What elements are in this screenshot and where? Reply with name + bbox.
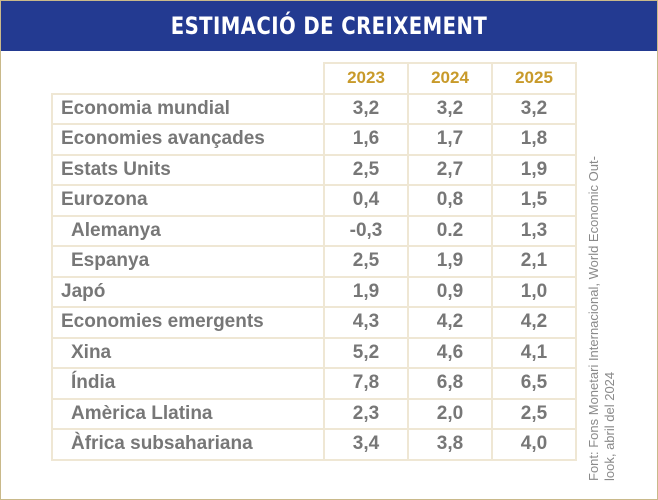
growth-value: 3,2 [407, 92, 493, 125]
table-header-row: 2023 2024 2025 [52, 62, 577, 95]
table-row: Japó 1,9 0,9 1,0 [51, 275, 577, 308]
table-row: Xina 5,2 4,6 4,1 [51, 336, 577, 369]
growth-value: -0,3 [323, 214, 409, 247]
growth-value: 5,2 [323, 336, 409, 369]
infographic-title: ESTIMACIÓ DE CREIXEMENT [170, 12, 488, 40]
growth-value: 2,3 [323, 397, 409, 430]
growth-value: 2,7 [407, 153, 493, 186]
growth-value: 1,9 [407, 245, 493, 278]
growth-value: 1,6 [323, 123, 409, 156]
table-row: Índia 7,8 6,8 6,5 [51, 367, 577, 400]
row-label: Espanya [51, 245, 325, 278]
growth-value: 3,4 [323, 428, 409, 461]
row-label: Eurozona [51, 184, 325, 217]
growth-value: 7,8 [323, 367, 409, 400]
year-header: 2023 [323, 62, 409, 95]
growth-value: 1,7 [407, 123, 493, 156]
table-row: Àfrica subsahariana 3,4 3,8 4,0 [51, 428, 577, 461]
growth-value: 2,5 [323, 245, 409, 278]
row-label: Amèrica Llatina [51, 397, 325, 430]
growth-value: 3,2 [323, 92, 409, 125]
table-row: Espanya 2,5 1,9 2,1 [51, 245, 577, 278]
growth-value: 2,1 [491, 245, 577, 278]
growth-value: 0,4 [323, 184, 409, 217]
growth-value: 4,3 [323, 306, 409, 339]
row-label: Japó [51, 275, 325, 308]
table-row: Estats Units 2,5 2,7 1,9 [51, 153, 577, 186]
row-label: Alemanya [51, 214, 325, 247]
growth-value: 1,3 [491, 214, 577, 247]
growth-value: 4,0 [491, 428, 577, 461]
year-header: 2024 [407, 62, 493, 95]
year-header: 2025 [491, 62, 577, 95]
row-label: Economies avançades [51, 123, 325, 156]
row-label: Economies emergents [51, 306, 325, 339]
growth-value: 6,8 [407, 367, 493, 400]
growth-value: 1,0 [491, 275, 577, 308]
growth-value: 3,2 [491, 92, 577, 125]
table-row: Economies emergents 4,3 4,2 4,2 [51, 306, 577, 339]
source-note: Font: Fons Monetari Internacional, World… [586, 156, 617, 481]
growth-value: 0,8 [407, 184, 493, 217]
row-label: Índia [51, 367, 325, 400]
table-row: Economies avançades 1,6 1,7 1,8 [51, 123, 577, 156]
row-label: Estats Units [51, 153, 325, 186]
growth-value: 4,6 [407, 336, 493, 369]
table-row: Eurozona 0,4 0,8 1,5 [51, 184, 577, 217]
row-label: Xina [51, 336, 325, 369]
growth-value: 2,0 [407, 397, 493, 430]
growth-value: 4,2 [491, 306, 577, 339]
table-row: Alemanya -0,3 0.2 1,3 [51, 214, 577, 247]
growth-value: 4,1 [491, 336, 577, 369]
growth-value: 3,8 [407, 428, 493, 461]
growth-value: 2,5 [491, 397, 577, 430]
row-label: Àfrica subsahariana [51, 428, 325, 461]
growth-value: 4,2 [407, 306, 493, 339]
table-row: Economia mundial 3,2 3,2 3,2 [51, 92, 577, 125]
table-row: Amèrica Llatina 2,3 2,0 2,5 [51, 397, 577, 430]
growth-value: 1,8 [491, 123, 577, 156]
growth-value: 2,5 [323, 153, 409, 186]
table-corner [52, 63, 324, 94]
growth-table: 2023 2024 2025 Economia mundial 3,2 3,2 … [51, 62, 577, 461]
growth-value: 1,9 [491, 153, 577, 186]
growth-value: 0.2 [407, 214, 493, 247]
growth-value: 1,9 [323, 275, 409, 308]
title-banner: ESTIMACIÓ DE CREIXEMENT [1, 1, 657, 51]
growth-value: 1,5 [491, 184, 577, 217]
growth-value: 6,5 [491, 367, 577, 400]
row-label: Economia mundial [51, 92, 325, 125]
growth-value: 0,9 [407, 275, 493, 308]
